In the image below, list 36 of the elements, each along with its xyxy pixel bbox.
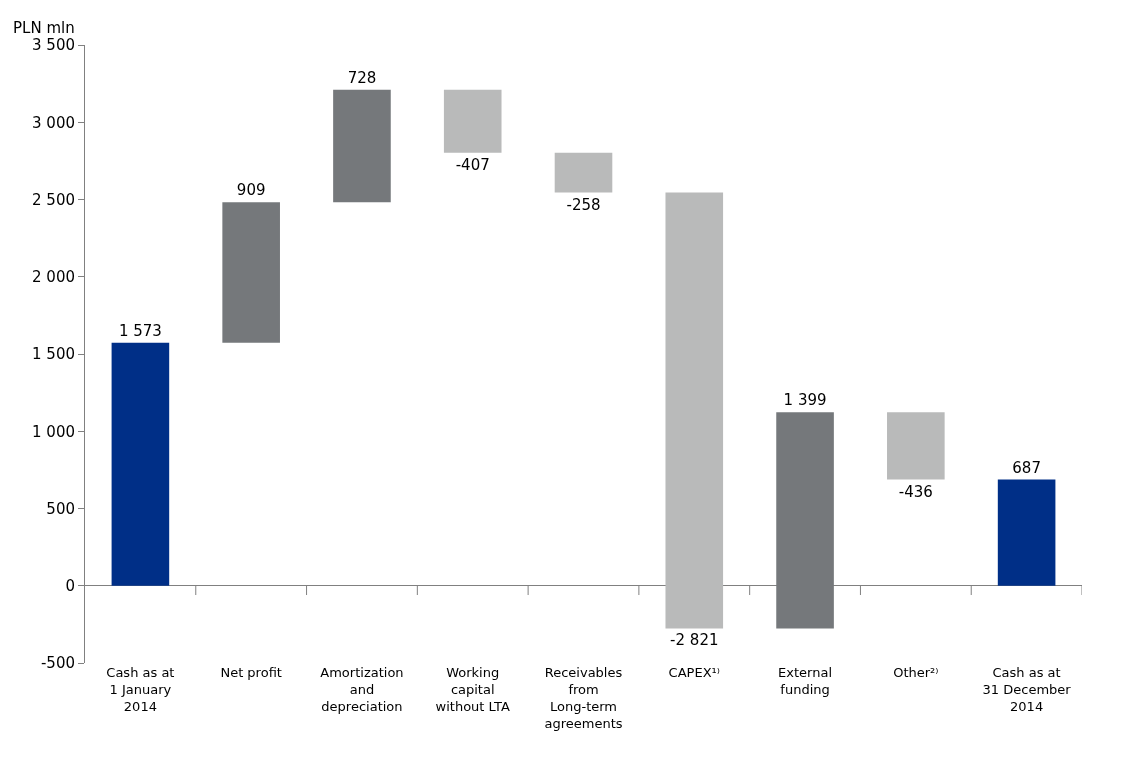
bar (443, 89, 502, 153)
x-tick-label: CAPEX¹⁾ (668, 665, 720, 680)
x-tick-label: External funding (778, 665, 833, 697)
data-label: 909 (236, 181, 266, 200)
data-label: 1 399 (783, 391, 827, 410)
x-tick-label: Working capital without LTA (435, 665, 510, 714)
data-label: -2 821 (670, 631, 719, 650)
y-tick-label: 3 500 (32, 36, 75, 55)
x-tick-label: Other²⁾ (893, 665, 939, 680)
y-tick-label: 1 000 (32, 422, 75, 441)
data-label: 1 573 (118, 321, 162, 340)
bar (887, 412, 945, 480)
data-label: -407 (455, 155, 490, 174)
bar (997, 479, 1056, 586)
bar (111, 342, 170, 586)
x-tick-label: Net profit (220, 665, 282, 680)
data-label: 728 (347, 68, 377, 87)
data-label: -436 (898, 482, 933, 501)
bar (554, 152, 613, 193)
x-tick-label: Cash as at 31 December 2014 (982, 665, 1072, 714)
bar (222, 202, 280, 343)
bar (665, 192, 724, 629)
x-tick-label: Receivables from Long-term agreements (544, 665, 623, 731)
y-tick-label: -500 (40, 654, 75, 673)
y-axis-title: PLN mln (13, 19, 75, 37)
y-tick-label: 2 000 (32, 268, 75, 286)
y-tick-label: 2 500 (32, 190, 75, 209)
y-tick-label: 3 000 (32, 113, 75, 132)
y-tick-label: 0 (65, 577, 75, 595)
data-label: -258 (566, 195, 601, 214)
x-tick-label: Amortization and depreciation (320, 665, 404, 714)
bar (333, 89, 391, 203)
data-label: 687 (1012, 458, 1041, 477)
x-tick-label: Cash as at 1 January 2014 (106, 665, 175, 714)
y-tick-label: 500 (46, 499, 75, 518)
y-tick-label: 1 500 (32, 345, 75, 364)
